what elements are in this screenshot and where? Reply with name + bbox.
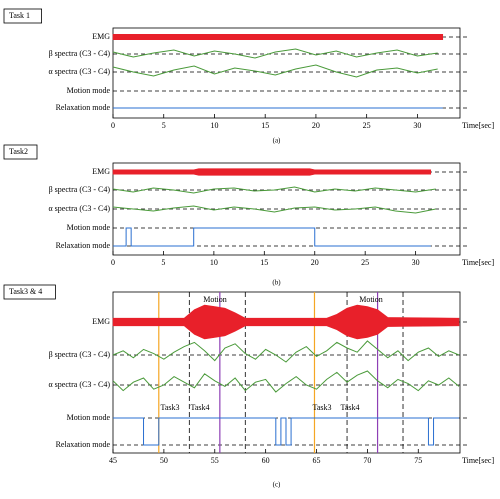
x-tick-label: 55 (211, 456, 219, 465)
panel-label: Task 1 (9, 11, 30, 20)
row-label: Relaxation mode (56, 440, 111, 449)
x-tick-label: 15 (261, 121, 269, 130)
x-tick-label: 60 (262, 456, 270, 465)
row-label: β spectra (C3 - C4) (49, 185, 111, 194)
row-label: Motion mode (67, 223, 111, 232)
x-tick-label: 20 (312, 121, 320, 130)
row-label: β spectra (C3 - C4) (49, 49, 111, 58)
x-tick-label: 75 (414, 456, 422, 465)
x-tick-label: 30 (413, 121, 421, 130)
row-label: Relaxation mode (56, 241, 111, 250)
emg-trace (112, 33, 444, 41)
x-tick-label: 15 (260, 258, 268, 267)
spectrum-trace (112, 205, 436, 214)
annotation: Task3 (313, 403, 332, 412)
x-tick-label: 10 (210, 121, 218, 130)
x-tick-label: 5 (162, 121, 166, 130)
x-tick-label: 25 (361, 258, 369, 267)
spectrum-trace (112, 48, 438, 59)
row-label: α spectra (C3 - C4) (48, 380, 110, 389)
plot-frame (112, 291, 461, 454)
row-label: EMG (92, 32, 110, 41)
row-label: EMG (92, 317, 110, 326)
x-tick-label: 5 (161, 258, 165, 267)
mode-trace (113, 417, 459, 446)
panel-label-box (3, 284, 56, 300)
x-tick-label: 50 (160, 456, 168, 465)
annotation: Task3 (161, 403, 180, 412)
annotation: Task4 (191, 403, 210, 412)
row-label: Motion mode (67, 86, 111, 95)
x-tick-label: 20 (311, 258, 319, 267)
caption: (a) (273, 137, 281, 145)
spectrum-trace (112, 340, 460, 363)
row-label: EMG (92, 167, 110, 176)
row-label: β spectra (C3 - C4) (49, 350, 111, 359)
x-tick-label: 0 (111, 258, 115, 267)
plot-frame (112, 27, 461, 119)
panel-label-box (3, 8, 42, 24)
row-label: α spectra (C3 - C4) (48, 204, 110, 213)
caption: (c) (273, 481, 281, 489)
spectrum-trace (112, 186, 436, 194)
panel-label-box (3, 144, 38, 160)
x-tick-label: 25 (363, 121, 371, 130)
x-axis-label: Time[sec] (462, 258, 494, 267)
x-tick-label: 65 (313, 456, 321, 465)
x-axis-label: Time[sec] (462, 456, 494, 465)
x-tick-label: 0 (111, 121, 115, 130)
mode-trace (113, 227, 431, 247)
annotation: Motion (203, 295, 227, 304)
x-tick-label: 45 (109, 456, 117, 465)
emg-trace (112, 304, 460, 340)
x-tick-label: 30 (412, 258, 420, 267)
annotation: Task4 (341, 403, 360, 412)
spectrum-trace (112, 64, 438, 78)
x-axis-label: Time[sec] (462, 121, 494, 130)
row-label: Relaxation mode (56, 103, 111, 112)
caption: (b) (272, 279, 281, 287)
row-label: α spectra (C3 - C4) (48, 67, 110, 76)
annotation: Motion (359, 295, 383, 304)
emg-trace (112, 168, 432, 176)
panel-label: Task3 & 4 (9, 287, 42, 296)
spectrum-trace (112, 370, 460, 393)
panel-label: Task2 (9, 147, 28, 156)
x-tick-label: 70 (363, 456, 371, 465)
x-tick-label: 10 (210, 258, 218, 267)
row-label: Motion mode (67, 413, 111, 422)
